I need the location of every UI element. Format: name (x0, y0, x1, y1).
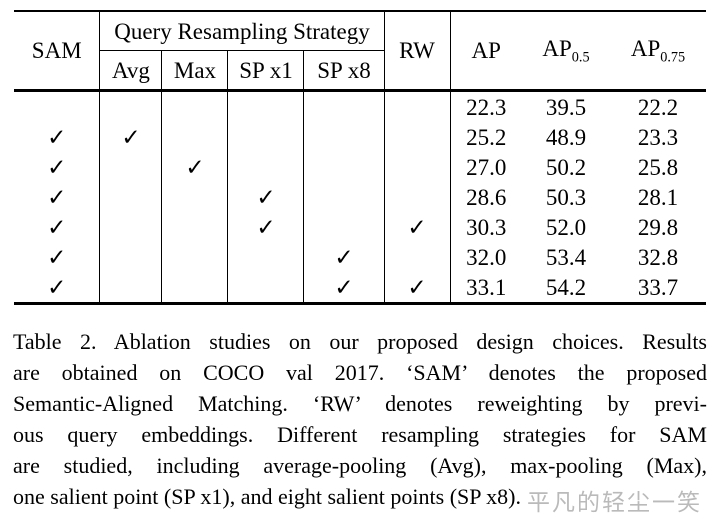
cell-sp1-check: ✓ (227, 182, 305, 212)
cell-sam-check: ✓ (13, 242, 101, 272)
cell-avg-check (99, 152, 163, 182)
cell-sp8-check (303, 152, 385, 182)
cell-sam-check (13, 90, 101, 122)
cell-ap75: 32.8 (637, 244, 679, 270)
cell-sam-check: ✓ (13, 182, 101, 212)
cell-rw-check: ✓ (384, 272, 451, 305)
cell-avg-check (99, 272, 163, 305)
col-subheader-sp8: SP x8 (303, 50, 385, 92)
cell-ap: 28.6 (466, 184, 507, 210)
ap50-base: AP (542, 35, 572, 61)
col-header-ap50: AP0.5 (522, 11, 610, 92)
cell-max-check (161, 212, 229, 242)
cell-sp1-check: ✓ (227, 212, 305, 242)
table-row: ✓ ✓ 28.6 50.3 28.1 (13, 182, 706, 212)
col-header-ap: AP (450, 11, 522, 92)
cell-sp8-check (303, 182, 385, 212)
cell-sp8-check (303, 122, 385, 152)
ap75-subscript: 0.75 (660, 49, 686, 66)
ablation-table: SAM Query Resampling Strategy RW AP AP0.… (13, 10, 706, 305)
cell-avg-check (99, 212, 163, 242)
cell-rw-check (384, 90, 451, 122)
cell-ap75: 23.3 (637, 124, 679, 150)
cell-ap50: 48.9 (545, 124, 587, 150)
cell-ap: 27.0 (466, 154, 507, 180)
cell-sam-check: ✓ (13, 152, 101, 182)
cell-sp8-check (303, 90, 385, 122)
col-header-query-resampling: Query Resampling Strategy (99, 11, 385, 51)
caption-line: Semantic-Aligned Matching. ‘RW’ denotes … (13, 391, 707, 416)
cell-sp1-check (227, 152, 305, 182)
col-header-sam: SAM (13, 11, 101, 92)
col-subheader-sp1: SP x1 (227, 50, 305, 92)
table-row: ✓ ✓ 27.0 50.2 25.8 (13, 152, 706, 182)
cell-ap50: 54.2 (522, 272, 610, 305)
table-row: ✓ ✓ 25.2 48.9 23.3 (13, 122, 706, 152)
header-row-1: SAM Query Resampling Strategy RW AP AP0.… (13, 11, 706, 92)
cell-ap: 33.1 (450, 272, 522, 305)
cell-max-check (161, 182, 229, 212)
cell-ap: 22.3 (466, 94, 507, 120)
cell-max-check (161, 242, 229, 272)
cell-sp1-check (227, 90, 305, 122)
cell-sam-check: ✓ (13, 272, 101, 305)
table-caption: Table 2. Ablation studies on our propose… (13, 326, 707, 512)
cell-ap75: 29.8 (637, 214, 679, 240)
cell-avg-check: ✓ (99, 122, 163, 152)
cell-max-check (161, 272, 229, 305)
cell-ap: 32.0 (466, 244, 507, 270)
cell-ap75: 22.2 (637, 94, 679, 120)
cell-ap50: 50.2 (545, 154, 587, 180)
cell-ap75: 28.1 (637, 184, 679, 210)
cell-sp8-check: ✓ (303, 242, 385, 272)
cell-ap: 30.3 (466, 214, 507, 240)
cell-sp8-check (303, 212, 385, 242)
cell-sp1-check (227, 272, 305, 305)
cell-avg-check (99, 90, 163, 122)
table-row: ✓ ✓ 32.0 53.4 32.8 (13, 242, 706, 272)
col-header-ap75: AP0.75 (610, 11, 706, 92)
caption-line: are obtained on COCO val 2017. ‘SAM’ den… (13, 360, 707, 385)
col-subheader-max: Max (161, 50, 229, 92)
cell-ap50: 39.5 (545, 94, 587, 120)
cell-rw-check: ✓ (384, 212, 451, 242)
ap75-base: AP (630, 35, 661, 61)
cell-sp1-check (227, 122, 305, 152)
cell-ap50: 52.0 (545, 214, 587, 240)
caption-line: ous query embeddings. Different resampli… (13, 422, 707, 447)
cell-rw-check (384, 152, 451, 182)
cell-sp1-check (227, 242, 305, 272)
header-row-2: Avg Max SP x1 SP x8 (14, 50, 706, 92)
cell-ap75: 25.8 (637, 154, 679, 180)
cell-ap50: 53.4 (545, 244, 587, 270)
caption-line: Table 2. Ablation studies on our propose… (13, 329, 707, 354)
watermark: 平凡的轻尘一笑 (527, 490, 702, 515)
caption-line: one salient point (SP x1), and eight sal… (13, 484, 521, 509)
cell-avg-check (99, 182, 163, 212)
cell-rw-check (384, 122, 451, 152)
cell-sp8-check: ✓ (303, 272, 385, 305)
table-row: ✓ ✓ ✓ 30.3 52.0 29.8 (13, 212, 706, 242)
cell-max-check (161, 122, 229, 152)
cell-ap: 25.2 (466, 124, 507, 150)
cell-max-check: ✓ (161, 152, 229, 182)
cell-max-check (161, 90, 229, 122)
cell-ap75: 33.7 (610, 272, 706, 305)
table-row: 22.3 39.5 22.2 (13, 90, 706, 122)
col-subheader-avg: Avg (99, 50, 163, 92)
col-header-rw: RW (384, 11, 451, 92)
ap50-subscript: 0.5 (571, 49, 590, 66)
cell-rw-check (384, 182, 451, 212)
caption-line: are studied, including average-pooling (… (13, 453, 707, 478)
cell-rw-check (384, 242, 451, 272)
cell-sam-check: ✓ (13, 122, 101, 152)
cell-avg-check (99, 242, 163, 272)
table-row: ✓ ✓ ✓ 33.1 54.2 33.7 (13, 272, 706, 305)
cell-ap50: 50.3 (545, 184, 587, 210)
cell-sam-check: ✓ (13, 212, 101, 242)
